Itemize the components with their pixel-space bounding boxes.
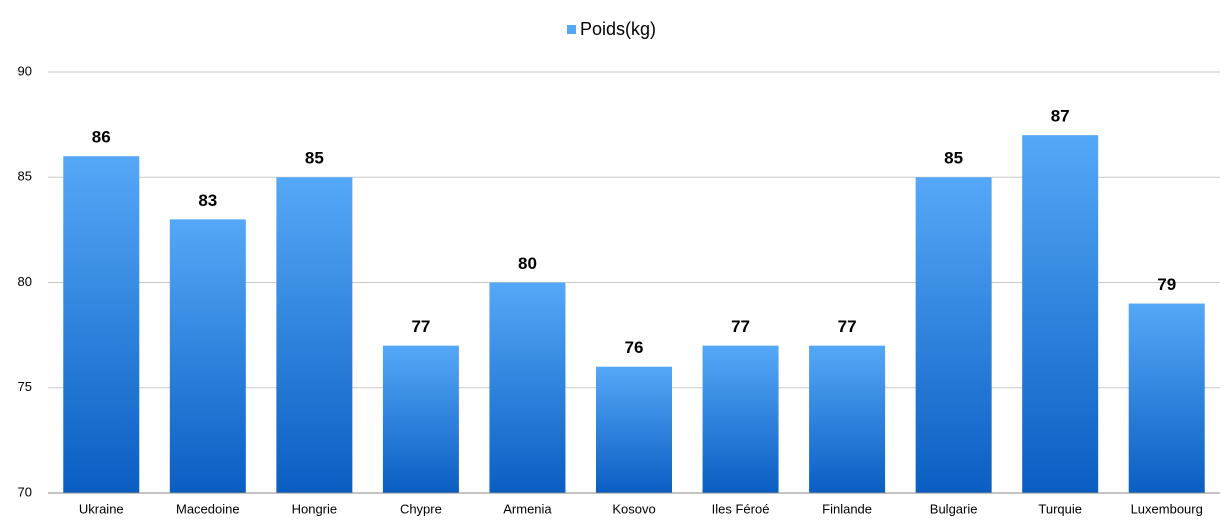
value-label: 87	[1051, 107, 1070, 126]
value-label: 86	[92, 128, 111, 147]
x-tick-label: Iles Féroé	[712, 501, 770, 516]
value-label: 80	[518, 254, 537, 273]
bar	[702, 345, 779, 493]
bar	[276, 177, 353, 493]
value-label: 76	[625, 338, 644, 357]
x-tick-label: Bulgarie	[930, 501, 978, 516]
value-label: 85	[305, 149, 324, 168]
x-tick-label: Luxembourg	[1131, 501, 1203, 516]
value-label: 85	[944, 149, 963, 168]
bar	[489, 282, 566, 493]
x-tick-label: Macedoine	[176, 501, 240, 516]
x-tick-label: Ukraine	[79, 501, 124, 516]
bar	[1022, 135, 1099, 493]
value-label: 79	[1157, 275, 1176, 294]
y-tick-label: 85	[18, 169, 32, 184]
bar	[169, 219, 246, 493]
y-tick-label: 70	[18, 484, 32, 499]
y-tick-label: 80	[18, 274, 32, 289]
x-tick-label: Armenia	[503, 501, 552, 516]
legend-label: Poids(kg)	[580, 19, 656, 39]
x-tick-label: Kosovo	[612, 501, 655, 516]
bar	[382, 345, 459, 493]
y-tick-label: 90	[18, 63, 32, 78]
bar	[1128, 303, 1205, 493]
bar	[63, 156, 140, 493]
x-tick-label: Chypre	[400, 501, 442, 516]
value-label: 77	[731, 317, 750, 336]
y-tick-label: 75	[18, 379, 32, 394]
bar	[596, 366, 672, 493]
value-label: 77	[838, 317, 857, 336]
x-tick-label: Hongrie	[292, 501, 338, 516]
value-label: 77	[411, 317, 430, 336]
x-tick-label: Turquie	[1038, 501, 1082, 516]
bar	[809, 345, 886, 493]
x-tick-label: Finlande	[822, 501, 872, 516]
value-label: 83	[198, 191, 217, 210]
legend-swatch	[567, 25, 576, 34]
bar	[915, 177, 992, 493]
